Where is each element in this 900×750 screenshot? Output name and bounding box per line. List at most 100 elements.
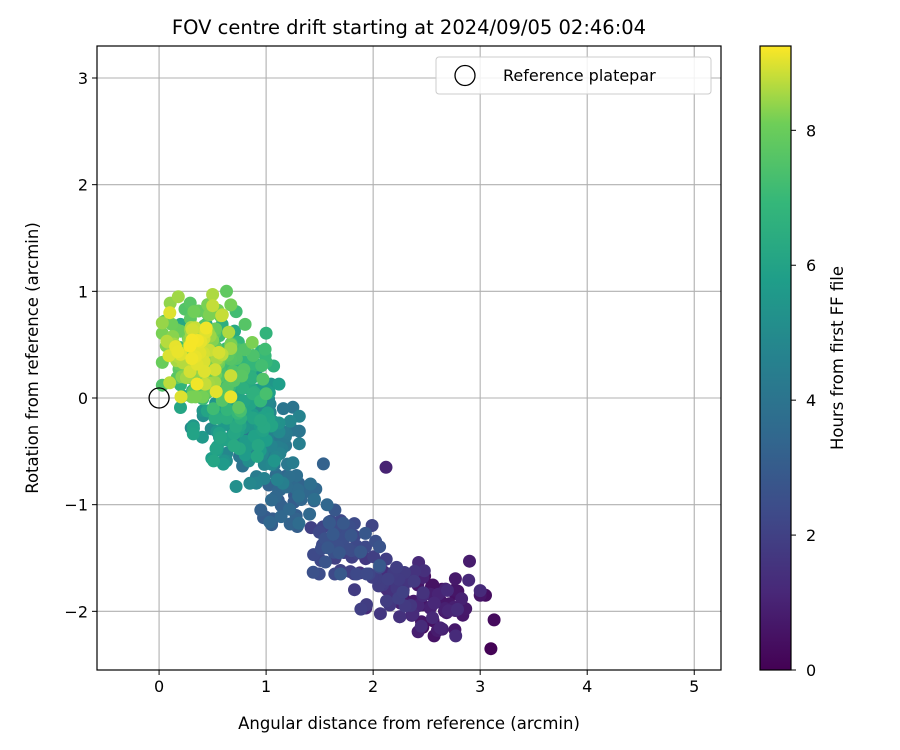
x-tick-label: 1: [261, 677, 271, 696]
x-tick-label: 0: [154, 677, 164, 696]
colorbar-gradient: [760, 46, 791, 670]
data-point: [373, 559, 387, 572]
data-point: [236, 381, 250, 395]
data-point: [224, 369, 238, 383]
data-point: [254, 503, 268, 517]
data-point: [373, 540, 387, 554]
y-tick-label: 2: [78, 176, 88, 195]
data-point: [186, 427, 200, 441]
data-point: [484, 642, 498, 656]
x-tick-label: 2: [368, 677, 378, 696]
data-point: [209, 442, 223, 456]
data-point: [451, 602, 464, 616]
data-point: [286, 400, 300, 414]
data-point: [303, 507, 317, 521]
colorbar-tick-label: 8: [806, 121, 816, 140]
data-point: [473, 584, 487, 598]
data-point: [163, 306, 177, 320]
data-point: [270, 473, 284, 487]
legend-box: [435, 56, 712, 95]
data-point: [189, 390, 202, 404]
data-point: [334, 567, 348, 581]
data-point: [316, 457, 330, 471]
data-point: [417, 564, 431, 578]
data-point: [463, 554, 476, 568]
data-point: [171, 290, 185, 304]
data-point: [426, 611, 439, 625]
data-point: [220, 284, 233, 298]
data-point: [206, 299, 220, 313]
data-point: [263, 515, 277, 529]
data-point: [250, 449, 264, 463]
axis-ticks: 0 1 2 3 4 5 −2 −1 0 1 2 3: [64, 69, 699, 696]
colorbar: 0 2 4 6 8 Hours from first FF file: [759, 45, 847, 680]
grid-lines: [97, 46, 721, 670]
data-point: [190, 377, 204, 391]
data-point: [212, 346, 226, 359]
data-point: [163, 376, 177, 390]
colorbar-frame: [759, 45, 792, 671]
colorbar-tick-label: 2: [806, 526, 816, 545]
data-point: [408, 564, 422, 578]
data-point: [206, 402, 220, 416]
data-point: [229, 480, 243, 493]
data-point: [174, 401, 187, 414]
x-tick-label: 4: [582, 677, 592, 696]
data-point: [390, 560, 404, 574]
data-point: [292, 489, 306, 503]
data-points: [155, 284, 501, 656]
data-point: [455, 592, 469, 606]
data-point: [306, 565, 320, 579]
reference-platepar-marker: [148, 387, 170, 409]
plot-area: 0 1 2 3 4 5 −2 −1 0 1 2 3: [64, 45, 722, 696]
chart-title: FOV centre drift starting at 2024/09/05 …: [172, 16, 646, 39]
data-point: [259, 326, 273, 340]
data-point: [185, 323, 199, 337]
data-point: [155, 316, 169, 330]
data-point: [407, 574, 421, 588]
data-point: [350, 567, 364, 581]
data-point: [224, 390, 238, 404]
plot-frame: [96, 45, 722, 671]
data-point: [396, 585, 410, 599]
legend-label: Reference platepar: [503, 66, 656, 85]
data-point: [373, 607, 387, 621]
data-point: [235, 369, 249, 383]
data-point: [243, 476, 257, 490]
data-point: [207, 454, 221, 468]
data-point: [232, 401, 246, 414]
data-point: [165, 317, 179, 331]
data-point: [318, 555, 332, 569]
data-point: [224, 298, 238, 312]
data-point: [462, 573, 476, 587]
data-point: [487, 613, 501, 627]
data-point: [227, 439, 241, 453]
data-point: [183, 339, 197, 353]
colorbar-label: Hours from first FF file: [828, 266, 847, 450]
data-point: [215, 309, 229, 323]
data-point: [238, 317, 252, 331]
data-point: [448, 572, 462, 586]
data-point: [440, 583, 454, 597]
data-point: [256, 372, 270, 386]
data-point: [209, 385, 223, 399]
data-point: [255, 359, 269, 373]
x-tick-label: 3: [475, 677, 485, 696]
data-point: [358, 526, 372, 540]
data-point: [354, 545, 368, 559]
data-point: [360, 567, 374, 581]
data-point: [187, 305, 201, 319]
data-point: [251, 438, 265, 452]
data-point: [393, 610, 407, 624]
data-point: [258, 342, 272, 356]
data-point: [208, 411, 222, 425]
data-point: [283, 502, 296, 516]
data-point: [321, 541, 335, 555]
data-point: [344, 529, 358, 542]
data-point: [381, 572, 395, 586]
y-tick-label: −2: [64, 602, 88, 621]
data-point: [348, 583, 361, 597]
data-point: [307, 492, 321, 506]
y-tick-label: 1: [78, 282, 88, 301]
